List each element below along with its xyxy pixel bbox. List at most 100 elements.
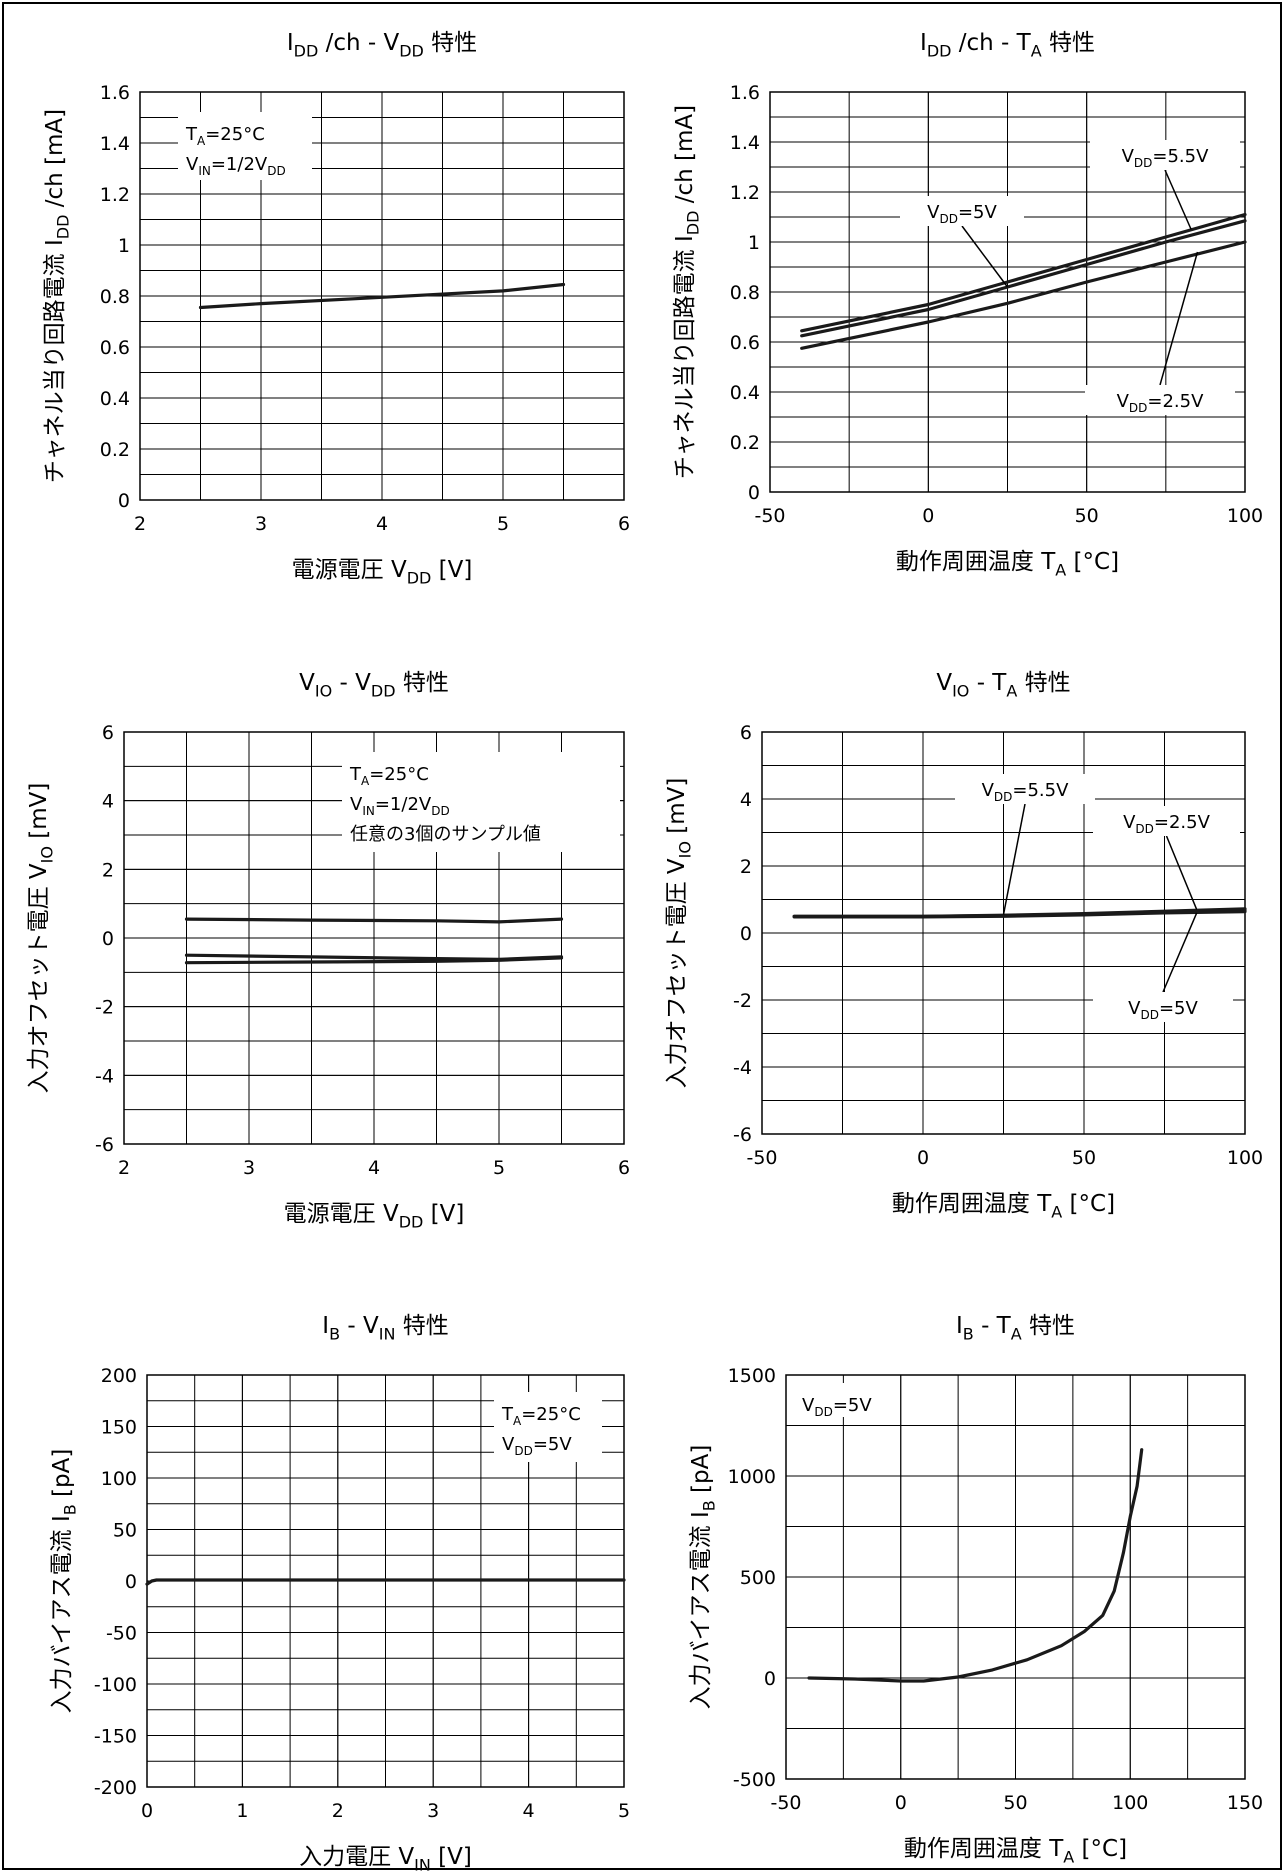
y-tick-label: 2: [740, 856, 752, 878]
y-tick-label: -100: [94, 1674, 137, 1696]
callout-leader: [1165, 835, 1198, 910]
y-tick-label: 1: [118, 235, 130, 257]
x-tick-label: 50: [1072, 1147, 1096, 1169]
y-tick-label: -6: [733, 1124, 752, 1146]
y-axis-label: 入力オフセット電圧 VIO​ [mV]: [664, 778, 694, 1089]
y-tick-label: 0: [764, 1668, 776, 1690]
series-line: [198, 282, 566, 310]
y-tick-label: 1.4: [100, 133, 130, 155]
plot-frame: [769, 91, 1246, 493]
x-tick-label: -50: [770, 1792, 801, 1814]
x-tick-label: 6: [618, 513, 630, 535]
callout-leader: [1164, 169, 1192, 230]
x-tick-label: 2: [332, 1800, 344, 1822]
y-tick-label: 1.6: [730, 82, 760, 104]
y-tick-label: 1000: [728, 1466, 776, 1488]
y-tick-label: 1: [748, 232, 760, 254]
chart-1: [139, 91, 625, 501]
y-tick-label: 0.6: [100, 337, 130, 359]
x-tick-label: 50: [1003, 1792, 1027, 1814]
y-tick-label: 4: [740, 789, 752, 811]
y-tick-label: -2: [95, 997, 114, 1019]
x-tick-label: 100: [1112, 1792, 1148, 1814]
y-tick-label: 100: [101, 1468, 137, 1490]
callout-leader: [1002, 803, 1026, 915]
x-tick-label: 50: [1075, 505, 1099, 527]
y-tick-label: 0.2: [100, 439, 130, 461]
x-axis-label: 入力電圧 VIN​ [V]: [299, 1844, 472, 1874]
y-tick-label: 1.2: [730, 182, 760, 204]
y-tick-label: 0.6: [730, 332, 760, 354]
series-line: [807, 1448, 1144, 1683]
x-tick-label: -50: [746, 1147, 777, 1169]
y-axis-label: 入力バイアス電流 IB​ [pA]: [49, 1449, 79, 1714]
chart-title: VIO​ - VDD​ 特性: [299, 670, 449, 700]
callout-box: [1085, 385, 1235, 415]
callout-label: VDD​=2.5V: [1117, 391, 1205, 415]
y-tick-label: 0.4: [730, 382, 760, 404]
y-tick-label: -4: [733, 1057, 752, 1079]
annotation-text: TA​=25°C: [185, 124, 265, 148]
chart-title: VIO​ - TA​ 特性: [936, 670, 1070, 700]
x-tick-label: 150: [1227, 1792, 1263, 1814]
callout-box: [955, 774, 1095, 804]
x-axis-label: 電源電圧 VDD​ [V]: [292, 557, 473, 587]
x-tick-label: 4: [376, 513, 388, 535]
x-tick-label: 5: [493, 1157, 505, 1179]
annotation-box: [178, 112, 312, 180]
y-tick-label: 2: [102, 859, 114, 881]
plot-frame: [785, 1374, 1246, 1780]
annotation-text: VDD​=5V: [802, 1395, 872, 1419]
y-tick-label: -50: [106, 1623, 137, 1645]
y-axis-label: チャネル当り回路電流 IDD​ /ch [mA]: [672, 105, 702, 479]
y-tick-label: 6: [740, 722, 752, 744]
y-tick-label: 0: [125, 1571, 137, 1593]
series-line: [145, 1578, 626, 1586]
y-tick-label: 1.4: [730, 132, 760, 154]
series-line: [800, 212, 1247, 333]
y-tick-label: 0: [740, 923, 752, 945]
callout-leader: [1162, 912, 1198, 993]
y-tick-label: 200: [101, 1365, 137, 1387]
chart-title: IB​ - TA​ 特性: [956, 1313, 1075, 1343]
y-tick-label: 0: [748, 482, 760, 504]
x-tick-label: 4: [368, 1157, 380, 1179]
series-line: [800, 219, 1247, 338]
y-tick-label: 500: [740, 1567, 776, 1589]
y-tick-label: -200: [94, 1777, 137, 1799]
annotation-text: VIN​=1/2VDD​: [350, 794, 450, 818]
annotation-box: [494, 1392, 602, 1462]
y-tick-label: -500: [733, 1769, 776, 1791]
y-tick-label: 50: [113, 1520, 137, 1542]
callout-leader: [1159, 251, 1199, 386]
chart-title: IB​ - VIN​ 特性: [322, 1313, 448, 1343]
chart-2: [769, 91, 1247, 493]
chart-3: [123, 731, 625, 1145]
plot-frame: [139, 91, 625, 501]
x-tick-label: 3: [427, 1800, 439, 1822]
series-line: [800, 240, 1247, 350]
x-tick-label: 0: [917, 1147, 929, 1169]
annotation-text: TA​=25°C: [501, 1404, 581, 1428]
x-tick-label: 2: [134, 513, 146, 535]
chart-6: [785, 1374, 1246, 1780]
y-axis-label: チャネル当り回路電流 IDD​ /ch [mA]: [42, 109, 72, 483]
x-axis-label: 動作周囲温度 TA​ [°C]: [892, 1191, 1115, 1221]
y-tick-label: 0.8: [730, 282, 760, 304]
series-line: [792, 909, 1247, 919]
x-tick-label: 100: [1227, 505, 1263, 527]
x-tick-label: 6: [618, 1157, 630, 1179]
annotation-text: VIN​=1/2VDD​: [186, 154, 286, 178]
y-tick-label: -4: [95, 1065, 114, 1087]
x-axis-label: 動作周囲温度 TA​ [°C]: [896, 549, 1119, 579]
y-tick-label: 1500: [728, 1365, 776, 1387]
x-tick-label: 5: [618, 1800, 630, 1822]
y-tick-label: 0.2: [730, 432, 760, 454]
series-line: [184, 956, 564, 965]
y-tick-label: 0.8: [100, 286, 130, 308]
x-tick-label: 2: [118, 1157, 130, 1179]
chart-title: IDD​ /ch - VDD​ 特性: [287, 30, 477, 60]
y-tick-label: -150: [94, 1726, 137, 1748]
